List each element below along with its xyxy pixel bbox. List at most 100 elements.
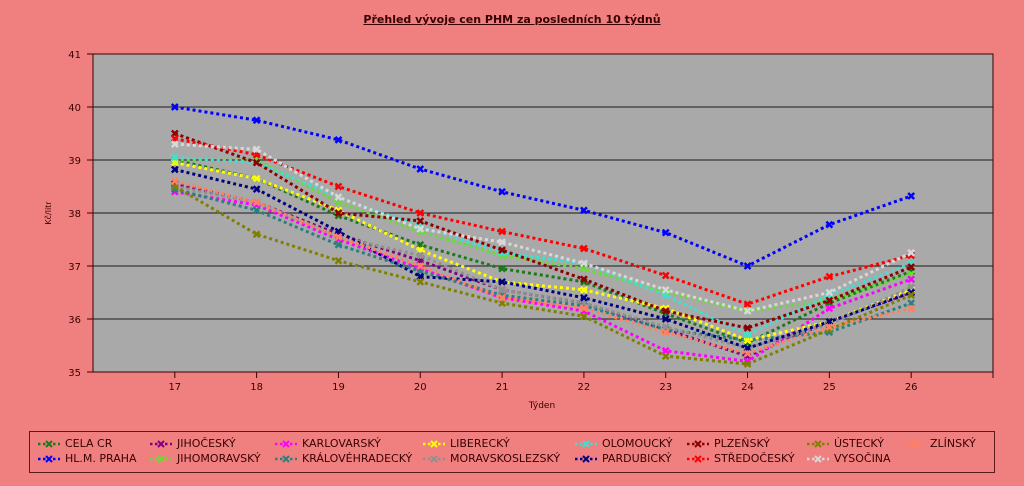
data-point: [907, 291, 916, 300]
chart-title: Přehled vývoje cen PHM za posledních 10 …: [363, 13, 661, 26]
data-point: [416, 262, 425, 270]
y-tick-label: 41: [68, 50, 81, 61]
data-point: [334, 209, 343, 217]
x-axis-label: Týden: [528, 401, 555, 411]
series-line: [174, 105, 912, 268]
legend-item: KRÁLOVÉHRADECKÝ: [275, 452, 412, 465]
legend-label: MORAVSKOSLEZSKÝ: [450, 452, 561, 465]
y-tick-label: 39: [68, 156, 81, 167]
legend-label: PLZEŇSKÝ: [714, 437, 770, 450]
x-tick-label: 21: [496, 382, 509, 393]
x-tick-label: 18: [250, 382, 263, 393]
x-tick-label: 25: [823, 382, 836, 393]
data-point: [170, 153, 179, 162]
legend-label: VYSOČINA: [834, 452, 891, 465]
legend-swatch: [575, 439, 597, 448]
data-point: [743, 360, 752, 368]
legend-item: STŘEDOČESKÝ: [687, 452, 795, 465]
data-point: [252, 158, 261, 167]
series-10: [170, 129, 916, 332]
data-point: [252, 206, 261, 215]
data-point: [252, 174, 261, 183]
data-point: [580, 244, 588, 253]
data-point: [743, 331, 752, 339]
legend-swatch: [38, 454, 60, 463]
legend-item: OLOMOUCKÝ: [575, 437, 672, 450]
legend-swatch: [150, 439, 172, 448]
data-point: [498, 264, 506, 273]
x-tick-label: 17: [168, 382, 181, 393]
legend-swatch: [38, 439, 60, 448]
series-11: [170, 134, 916, 309]
series-14: [170, 177, 916, 358]
y-tick-label: 36: [68, 315, 81, 326]
data-point: [907, 263, 916, 271]
data-point: [580, 206, 588, 215]
legend-item: ÚSTECKÝ: [807, 437, 884, 450]
data-point: [170, 103, 179, 111]
data-point: [743, 324, 752, 332]
data-point: [580, 304, 588, 313]
legend-label: OLOMOUCKÝ: [602, 437, 673, 450]
x-tick-label: 20: [414, 382, 427, 393]
legend-item: PLZEŇSKÝ: [687, 437, 770, 450]
data-point: [743, 300, 752, 309]
data-point: [334, 240, 343, 249]
legend-label: JIHOČESKÝ: [177, 437, 236, 450]
data-point: [825, 272, 834, 281]
legend-swatch: [807, 439, 829, 448]
data-point: [498, 293, 506, 302]
data-point: [907, 304, 916, 313]
series-group: [170, 103, 916, 368]
series-1: [170, 103, 916, 270]
legend-item: JIHOČESKÝ: [150, 437, 236, 450]
legend-label: KRÁLOVÉHRADECKÝ: [302, 452, 413, 465]
y-axis-label: Kč/litr: [43, 201, 53, 225]
data-point: [252, 198, 261, 207]
legend-swatch: [575, 454, 597, 463]
data-point: [661, 271, 670, 280]
x-tick-label: 23: [659, 382, 672, 393]
data-point: [825, 288, 834, 297]
series-line: [174, 137, 912, 306]
series-line: [174, 158, 912, 345]
legend-label: CELA CR: [65, 437, 113, 450]
data-point: [743, 349, 752, 358]
data-point: [416, 278, 425, 286]
series-12: [170, 182, 916, 368]
legend-swatch: [687, 439, 709, 448]
legend-swatch: [275, 454, 297, 463]
y-tick-label: 37: [68, 262, 81, 273]
data-point: [170, 140, 179, 148]
series-13: [170, 140, 916, 315]
legend-label: LIBERECKÝ: [450, 437, 510, 450]
data-point: [661, 228, 670, 237]
legend-swatch: [807, 454, 829, 463]
legend-item: CELA CR: [38, 437, 112, 450]
y-axis: 35 36 37 38 39 40 41: [68, 50, 93, 379]
series-line: [174, 185, 912, 366]
data-point: [252, 116, 261, 125]
data-point: [416, 165, 425, 173]
data-point: [907, 248, 916, 257]
series-line: [174, 155, 912, 337]
legend-swatch: [687, 454, 709, 463]
data-point: [416, 225, 425, 233]
data-point: [252, 230, 261, 239]
series-line: [174, 161, 912, 342]
legend-swatch: [150, 454, 172, 463]
data-point: [907, 275, 916, 284]
data-point: [661, 315, 670, 323]
data-point: [825, 220, 834, 229]
data-point: [334, 193, 343, 201]
data-point: [416, 217, 425, 225]
data-point: [334, 232, 343, 241]
data-point: [252, 145, 261, 154]
data-point: [416, 209, 425, 217]
data-point: [170, 165, 179, 174]
data-point: [580, 259, 588, 268]
series-line: [174, 179, 912, 356]
legend: CELA CR HL.M. PRAHA JIHOČESKÝ JIHOMORAVSKÝ K…: [29, 431, 995, 473]
legend-swatch: [423, 454, 445, 463]
